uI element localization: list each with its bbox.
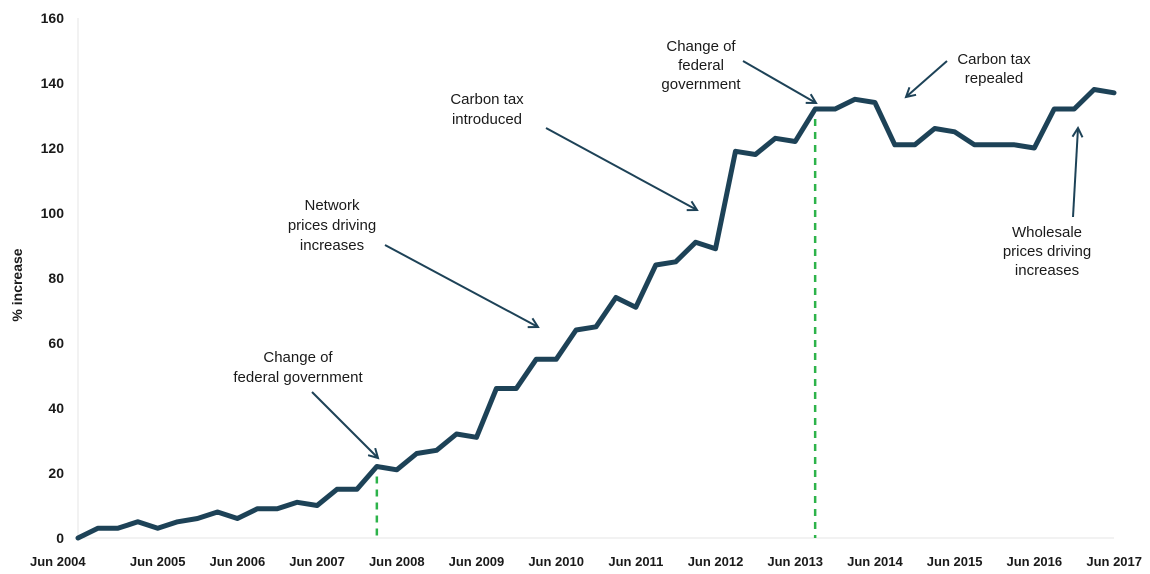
annotations: Change of federal government Network prices…	[233, 38, 1091, 458]
x-tick-label: Jun 2009	[449, 554, 505, 569]
annotation-arrow	[742, 60, 816, 103]
y-tick-label: 40	[48, 400, 64, 416]
annotation-text: Carbon tax introduced	[450, 91, 524, 128]
x-tick-label: Jun 2005	[130, 554, 186, 569]
annotation-text: Carbon tax repealed	[957, 51, 1031, 87]
series-line-group	[75, 87, 1117, 541]
annotation-line: Change of	[666, 38, 736, 55]
y-axis-label: % increase	[9, 248, 25, 321]
x-tick-label: Jun 2004	[30, 554, 86, 569]
annotation-arrow	[1073, 128, 1078, 218]
annotation: Change of federal government	[661, 38, 816, 103]
annotation-text: Change of federal government	[233, 349, 363, 386]
y-tick-label: 120	[41, 140, 65, 156]
annotation-arrow	[311, 391, 378, 458]
annotation-line: increases	[1015, 262, 1079, 279]
series-line	[75, 87, 1117, 541]
y-tick-labels: 0 20 40 60 80 100 120 140 160	[41, 10, 65, 546]
x-tick-label: Jun 2013	[767, 554, 823, 569]
x-tick-label: Jun 2017	[1086, 554, 1142, 569]
annotation-text: Network prices driving increases	[288, 197, 376, 254]
annotation: Change of federal government	[233, 349, 378, 458]
x-tick-label: Jun 2006	[210, 554, 266, 569]
x-tick-label: Jun 2011	[608, 554, 663, 569]
annotation: Network prices driving increases	[288, 197, 538, 327]
y-tick-label: 100	[41, 205, 65, 221]
annotation-line: increases	[300, 237, 364, 254]
x-tick-label: Jun 2015	[927, 554, 983, 569]
annotation-line: Change of	[263, 349, 333, 366]
y-tick-label: 0	[56, 530, 64, 546]
annotation: Carbon tax introduced	[450, 91, 697, 210]
vertical-markers	[375, 119, 817, 538]
annotation-text: Change of federal government	[661, 38, 741, 93]
y-tick-label: 20	[48, 465, 64, 481]
y-tick-label: 60	[48, 335, 64, 351]
annotation-line: prices driving	[1003, 243, 1091, 260]
x-tick-label: Jun 2007	[289, 554, 345, 569]
annotation-line: government	[661, 76, 741, 93]
annotation-line: Network	[304, 197, 360, 214]
y-tick-label: 160	[41, 10, 65, 26]
annotation-line: Carbon tax	[957, 51, 1031, 68]
annotation-line: introduced	[452, 111, 522, 128]
annotation: Wholesale prices driving increases	[1003, 128, 1091, 279]
x-tick-label: Jun 2014	[847, 554, 903, 569]
x-tick-labels: Jun 2004 Jun 2005 Jun 2006 Jun 2007 Jun 2008…	[30, 554, 1142, 569]
annotation-line: repealed	[965, 70, 1023, 87]
x-tick-label: Jun 2008	[369, 554, 425, 569]
annotation-line: Carbon tax	[450, 91, 524, 108]
annotation-line: Wholesale	[1012, 224, 1082, 241]
annotation-line: federal government	[233, 369, 363, 386]
y-tick-label: 80	[48, 270, 64, 286]
annotation-arrow	[384, 244, 538, 327]
annotation-arrow	[906, 60, 948, 97]
annotation-line: federal	[678, 57, 724, 74]
annotation-line: prices driving	[288, 217, 376, 234]
y-tick-label: 140	[41, 75, 65, 91]
annotation-arrow	[545, 127, 697, 210]
annotation-text: Wholesale prices driving increases	[1003, 224, 1091, 279]
annotation: Carbon tax repealed	[906, 51, 1031, 97]
x-tick-label: Jun 2012	[688, 554, 744, 569]
x-tick-label: Jun 2010	[528, 554, 584, 569]
x-tick-label: Jun 2016	[1006, 554, 1062, 569]
